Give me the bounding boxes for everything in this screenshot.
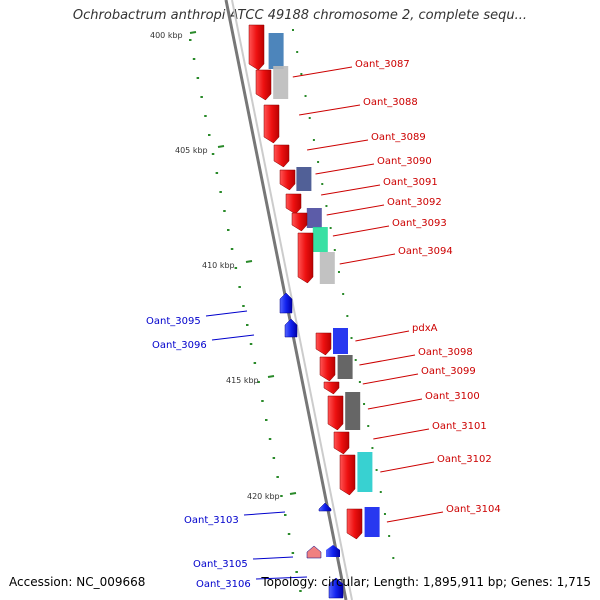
forward-gene-arrow[interactable] <box>279 169 296 191</box>
gene-labels: Oant_3087 Oant_3088 Oant_3089 Oant_3090 Oant… <box>146 59 501 590</box>
feature-block <box>296 167 312 191</box>
gene-label[interactable]: Oant_3088 <box>363 97 418 108</box>
label-connector <box>380 461 435 473</box>
label-connector <box>362 373 419 385</box>
feature-block <box>364 507 380 537</box>
forward-gene-arrow[interactable] <box>273 144 290 168</box>
forward-gene-arrow[interactable] <box>255 69 272 101</box>
label-connector <box>299 104 361 116</box>
forward-gene-arrow[interactable] <box>323 381 340 395</box>
label-connector <box>243 511 286 516</box>
label-connector <box>359 354 416 366</box>
scale-tick <box>217 145 225 148</box>
forward-gene-arrow[interactable] <box>297 232 314 284</box>
diagram-title: Ochrobactrum anthropi ATCC 49188 chromos… <box>72 8 528 23</box>
forward-gene-arrow[interactable] <box>346 508 363 540</box>
gene-label[interactable]: Oant_3098 <box>418 347 473 358</box>
reverse-gene-arrow[interactable] <box>326 545 340 557</box>
scale-tick <box>267 375 275 378</box>
gene-label[interactable]: Oant_3105 <box>193 559 248 570</box>
feature-block <box>357 452 373 492</box>
scale-label: 420 kbp <box>247 492 280 501</box>
label-connector <box>307 139 369 151</box>
forward-gene-arrow[interactable] <box>248 24 265 71</box>
feature-block <box>337 355 353 379</box>
label-connector <box>355 330 410 342</box>
gene-label[interactable]: Oant_3093 <box>392 218 447 229</box>
label-connector <box>339 253 396 265</box>
scale-label: 400 kbp <box>150 31 183 40</box>
scale-label: 415 kbp <box>226 376 259 385</box>
gene-label[interactable]: Oant_3101 <box>432 421 487 432</box>
scale-tick <box>189 31 197 34</box>
gene-label[interactable]: Oant_3090 <box>377 156 432 167</box>
label-connector <box>321 184 381 196</box>
label-connector <box>386 511 444 523</box>
gene-track <box>248 24 363 599</box>
gene-label[interactable]: Oant_3103 <box>184 515 239 526</box>
gene-label[interactable]: Oant_3102 <box>437 454 492 465</box>
forward-gene-arrow[interactable] <box>333 431 350 455</box>
accession-text: Accession: NC_009668 <box>9 575 146 589</box>
label-connector <box>315 163 375 175</box>
label-connector <box>211 334 255 341</box>
gene-label[interactable]: Oant_3106 <box>196 579 251 590</box>
gene-label[interactable]: Oant_3091 <box>383 177 438 188</box>
label-connector <box>255 576 308 580</box>
forward-gene-arrow[interactable] <box>327 395 344 431</box>
forward-gene-arrow[interactable] <box>319 356 336 382</box>
reverse-gene-arrow[interactable] <box>328 577 344 599</box>
scale-label: 405 kbp <box>175 146 208 155</box>
label-connector <box>373 428 430 440</box>
gene-label[interactable]: Oant_3094 <box>398 246 453 257</box>
scale-label: 410 kbp <box>202 261 235 270</box>
feature-block <box>268 33 284 69</box>
scale-ticks <box>189 29 399 592</box>
gene-label[interactable]: Oant_3104 <box>446 504 501 515</box>
feature-block <box>319 252 335 284</box>
gene-label[interactable]: Oant_3100 <box>425 391 480 402</box>
forward-gene-arrow[interactable] <box>291 212 308 232</box>
scale-labels: 400 kbp 405 kbp 410 kbp 415 kbp 420 kbp <box>150 31 280 501</box>
gene-label[interactable]: pdxA <box>412 323 438 334</box>
reverse-gene-arrow[interactable] <box>318 502 332 512</box>
scale-tick <box>245 260 253 263</box>
forward-gene-arrow[interactable] <box>339 454 356 496</box>
gene-label[interactable]: Oant_3089 <box>371 132 426 143</box>
gene-label[interactable]: Oant_3099 <box>421 366 476 377</box>
feature-block <box>306 208 322 228</box>
label-connector <box>252 556 294 560</box>
forward-gene-arrow[interactable] <box>263 104 280 144</box>
feature-track <box>268 33 380 537</box>
gene-label[interactable]: Oant_3096 <box>152 340 207 351</box>
label-connector <box>292 66 353 78</box>
gene-label[interactable]: Oant_3095 <box>146 316 201 327</box>
gene-label[interactable]: Oant_3092 <box>387 197 442 208</box>
label-connector <box>205 310 248 317</box>
reverse-gene-arrow[interactable] <box>306 545 322 559</box>
feature-block <box>312 227 328 252</box>
gene-label[interactable]: Oant_3087 <box>355 59 410 70</box>
scale-tick <box>289 492 297 495</box>
feature-block <box>273 66 289 99</box>
label-connector <box>367 398 423 410</box>
feature-block <box>333 328 348 354</box>
reverse-gene-arrow[interactable] <box>284 318 298 338</box>
forward-gene-arrow[interactable] <box>285 193 302 215</box>
forward-gene-arrow[interactable] <box>315 332 332 356</box>
label-connector <box>326 204 385 216</box>
label-connector <box>332 225 390 237</box>
topology-stats-text: Topology: circular; Length: 1,895,911 bp… <box>261 575 591 589</box>
reverse-gene-arrow[interactable] <box>279 292 293 314</box>
feature-block <box>345 392 361 430</box>
